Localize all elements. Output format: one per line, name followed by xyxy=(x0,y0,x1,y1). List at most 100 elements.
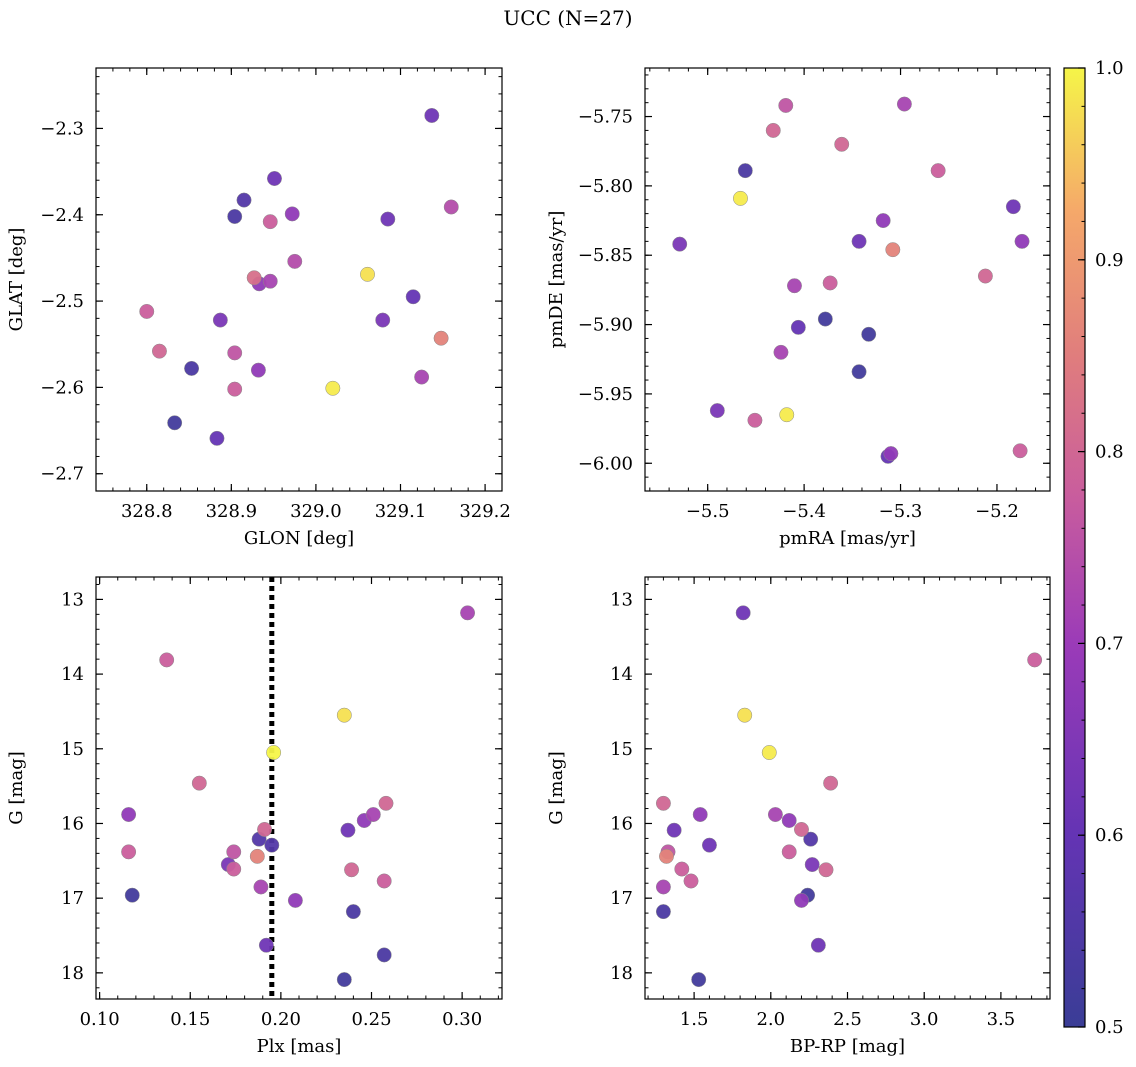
scatter-point xyxy=(257,822,273,837)
axes-frame xyxy=(95,67,503,492)
scatter-point xyxy=(737,163,753,179)
scatter-point xyxy=(424,108,440,123)
scatter-point xyxy=(325,380,341,396)
scatter-point xyxy=(209,430,225,446)
scatter-point xyxy=(781,813,797,828)
y-tick-label: −5.80 xyxy=(578,176,633,197)
scatter-point xyxy=(376,947,392,963)
scatter-point xyxy=(414,369,430,385)
scatter-point xyxy=(761,745,777,760)
scatter-point xyxy=(258,937,274,953)
y-tick-label: 17 xyxy=(610,888,633,909)
scatter-point xyxy=(659,848,674,864)
scatter-point xyxy=(287,253,303,269)
scatter-point xyxy=(683,873,699,889)
y-tick-label: 16 xyxy=(61,813,84,834)
scatter-point xyxy=(212,312,228,328)
scatter-point xyxy=(405,289,421,305)
x-axis-label: BP-RP [mag] xyxy=(790,1036,905,1057)
scatter-point xyxy=(365,807,381,822)
scatter-point xyxy=(246,270,262,286)
panel-4: 1.5 2.0 2.5 3.0 3.5 13 14 15 16 17 18 BP-RP [mag] G … xyxy=(546,576,1051,1057)
scatter-point xyxy=(666,822,682,838)
scatter-point xyxy=(344,862,360,878)
y-axis-label: G [mag] xyxy=(546,751,567,824)
scatter-point xyxy=(375,312,391,328)
scatter-point xyxy=(121,807,137,822)
scatter-point xyxy=(266,745,282,760)
scatter-point xyxy=(167,415,183,431)
y-tick-label: −2.4 xyxy=(40,205,84,226)
x-tick-label: 329.1 xyxy=(375,501,427,522)
x-axis-label: Plx [mas] xyxy=(257,1036,342,1057)
scatter-point xyxy=(655,904,671,920)
scatter-point xyxy=(151,343,167,359)
scatter-point xyxy=(380,211,396,227)
scatter-point xyxy=(930,163,946,179)
y-axis-label: pmDE [mas/yr] xyxy=(546,211,567,349)
scatter-point xyxy=(672,236,688,252)
scatter-point xyxy=(803,831,819,847)
scatter-point xyxy=(250,362,266,378)
scatter-point xyxy=(227,345,243,361)
y-tick-label: 13 xyxy=(61,589,84,610)
scatter-point xyxy=(360,266,375,282)
y-tick-label: 18 xyxy=(61,963,84,984)
scatter-point xyxy=(735,605,751,621)
scatter-point xyxy=(794,892,809,908)
colorbar: 0.5 0.6 0.7 0.8 0.9 1.0 xyxy=(1063,58,1124,1038)
y-tick-label: −5.95 xyxy=(578,384,633,405)
scatter-point xyxy=(779,407,795,423)
scatter-point xyxy=(226,844,242,860)
scatter-point xyxy=(191,775,207,791)
y-tick-label: 16 xyxy=(610,813,633,834)
scatter-point xyxy=(376,873,392,889)
scatter-point xyxy=(336,972,352,988)
y-tick-label: 14 xyxy=(610,664,633,685)
scatter-point xyxy=(284,206,300,222)
axes-frame xyxy=(644,576,1051,1000)
scatter-point xyxy=(747,412,763,428)
x-tick-label: 2.5 xyxy=(833,1009,862,1030)
scatter-point xyxy=(822,275,838,291)
scatter-point xyxy=(701,837,717,853)
scatter-point xyxy=(709,403,725,419)
scatter-point xyxy=(790,319,806,335)
scatter-point xyxy=(336,707,352,723)
x-tick-label: 0.20 xyxy=(261,1009,301,1030)
x-tick-label: 329.0 xyxy=(290,501,342,522)
scatter-point xyxy=(262,214,278,230)
y-tick-label: −5.85 xyxy=(578,245,633,266)
x-tick-label: −5.3 xyxy=(879,501,923,522)
y-tick-label: −2.3 xyxy=(40,118,84,139)
scatter-point xyxy=(851,364,867,380)
scatter-point xyxy=(851,233,867,249)
scatter-point xyxy=(1005,199,1021,215)
scatter-point xyxy=(226,861,242,877)
scatter-point xyxy=(267,171,282,186)
y-tick-label: −2.6 xyxy=(40,377,84,398)
scatter-point xyxy=(262,273,278,289)
y-tick-label: 18 xyxy=(610,963,633,984)
panel-2: −5.5 −5.4 −5.3 −5.2 −5.75 −5.80 −5.85 −5.90 −5.9… xyxy=(546,67,1051,549)
colorbar-tick-label: 0.8 xyxy=(1095,442,1124,463)
x-tick-label: 2.0 xyxy=(756,1009,785,1030)
scatter-point xyxy=(834,136,850,152)
scatter-point xyxy=(823,775,839,791)
y-tick-label: 13 xyxy=(610,589,633,610)
scatter-point xyxy=(249,848,265,864)
colorbar-tick-label: 0.6 xyxy=(1095,825,1124,846)
scatter-point xyxy=(340,822,356,838)
scatter-point xyxy=(184,360,200,376)
colorbar-tick-label: 0.7 xyxy=(1095,633,1124,654)
scatter-point xyxy=(691,972,707,988)
scatter-point xyxy=(818,862,834,878)
scatter-point xyxy=(977,268,993,284)
scatter-point xyxy=(655,879,671,895)
axes-frame xyxy=(95,576,503,1000)
scatter-point xyxy=(227,381,243,397)
x-tick-label: 328.9 xyxy=(206,501,258,522)
colorbar-tick-label: 0.9 xyxy=(1095,250,1124,271)
scatter-point xyxy=(655,795,671,811)
